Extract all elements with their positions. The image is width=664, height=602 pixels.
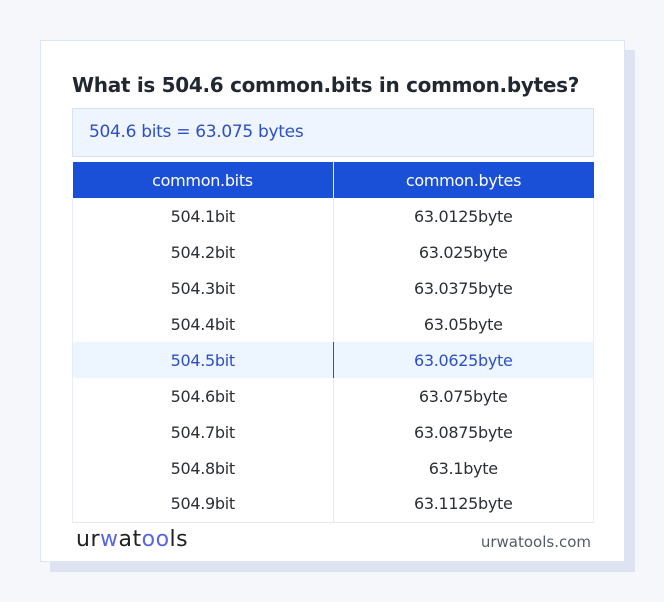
bytes-cell: 63.05byte [332, 306, 594, 342]
table-row: 504.1bit 63.0125byte [72, 198, 594, 234]
bits-cell: 504.2bit [72, 234, 333, 270]
bytes-cell: 63.1byte [332, 450, 594, 486]
table-row: 504.8bit 63.1byte [72, 450, 594, 486]
bytes-cell: 63.0125byte [332, 198, 594, 234]
table-row: 504.4bit 63.05byte [72, 306, 594, 342]
bytes-cell: 63.025byte [332, 234, 594, 270]
table-row: 504.6bit 63.075byte [72, 378, 594, 414]
column-header-bytes: common.bytes [332, 162, 594, 198]
bits-cell: 504.3bit [72, 270, 333, 306]
urwatools-logo[interactable]: urwatools [76, 527, 189, 552]
bytes-cell: 63.0875byte [332, 414, 594, 450]
bits-cell: 504.6bit [72, 378, 333, 414]
bytes-cell: 63.1125byte [332, 486, 594, 523]
table-row: 504.5bit 63.0625byte [72, 342, 594, 378]
bytes-cell: 63.0375byte [332, 270, 594, 306]
site-link[interactable]: urwatools.com [480, 533, 591, 551]
bytes-cell: 63.075byte [332, 378, 594, 414]
result-box: 504.6 bits = 63.075 bytes [72, 108, 594, 157]
bytes-cell: 63.0625byte [332, 342, 594, 378]
bits-cell: 504.5bit [72, 342, 333, 378]
bits-cell: 504.9bit [72, 486, 333, 523]
page-title: What is 504.6 common.bits in common.byte… [72, 73, 580, 97]
bits-cell: 504.7bit [72, 414, 333, 450]
converter-card: What is 504.6 common.bits in common.byte… [40, 40, 625, 562]
bits-cell: 504.4bit [72, 306, 333, 342]
table-row: 504.2bit 63.025byte [72, 234, 594, 270]
table-row: 504.3bit 63.0375byte [72, 270, 594, 306]
conversion-table: common.bits common.bytes 504.1bit 63.0125… [72, 162, 594, 523]
table-row: 504.7bit 63.0875byte [72, 414, 594, 450]
column-header-bits: common.bits [72, 162, 333, 198]
table-row: 504.9bit 63.1125byte [72, 486, 594, 523]
bits-cell: 504.1bit [72, 198, 333, 234]
bits-cell: 504.8bit [72, 450, 333, 486]
